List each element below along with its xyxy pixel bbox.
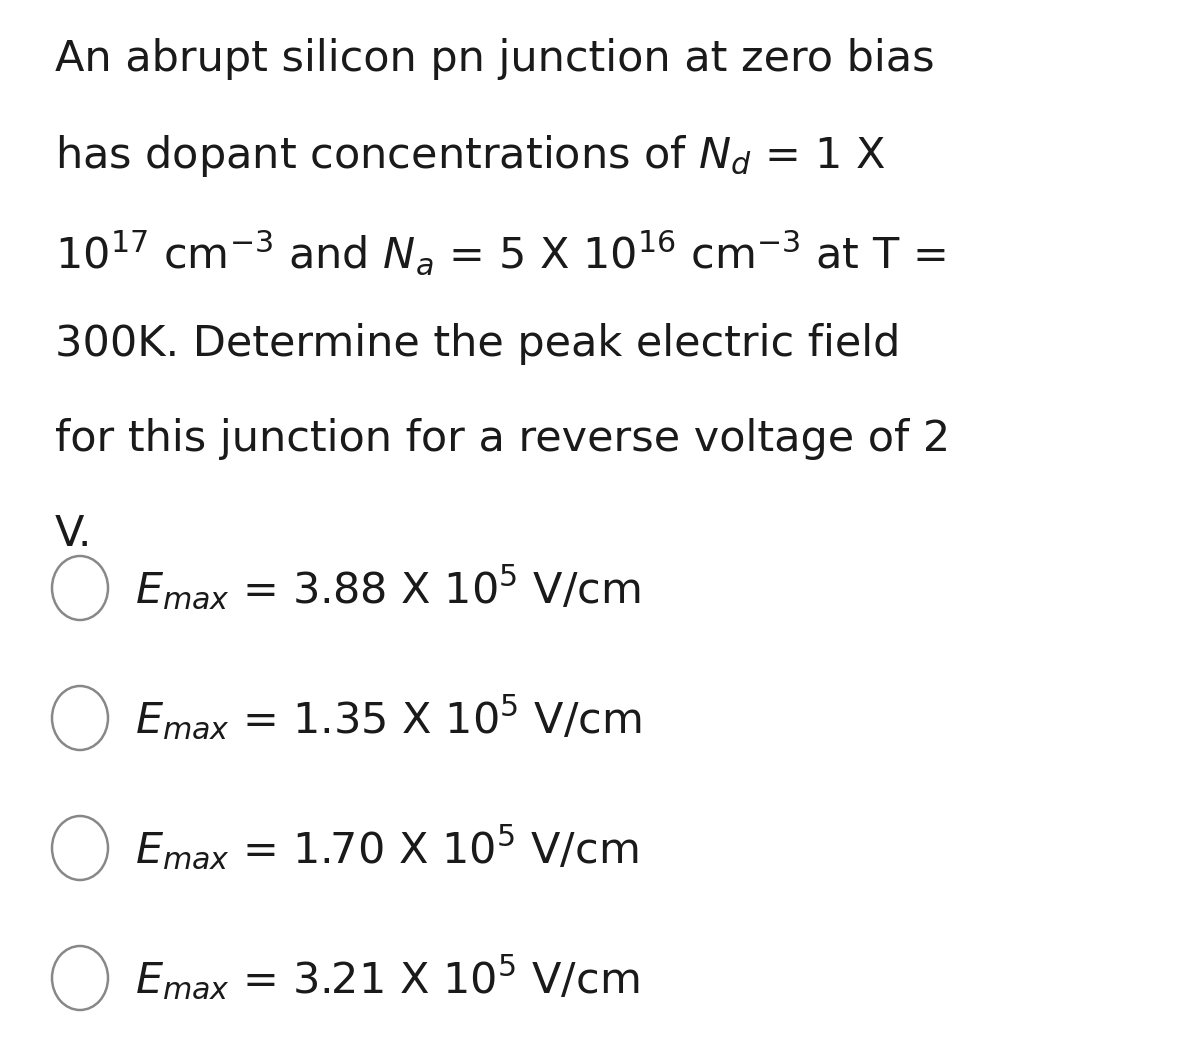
Text: An abrupt silicon pn junction at zero bias: An abrupt silicon pn junction at zero bi… [55, 38, 935, 80]
Text: $E_{max}$ = 1.35 X $10^5$ V/cm: $E_{max}$ = 1.35 X $10^5$ V/cm [134, 694, 642, 742]
Text: has dopant concentrations of $N_d$ = 1 X: has dopant concentrations of $N_d$ = 1 X [55, 133, 886, 179]
Text: $E_{max}$ = 3.21 X $10^5$ V/cm: $E_{max}$ = 3.21 X $10^5$ V/cm [134, 954, 640, 1002]
Text: $10^{17}$ $\mathregular{cm}^{-3}$ and $N_a$ = 5 X $10^{16}$ $\mathregular{cm}^{-: $10^{17}$ $\mathregular{cm}^{-3}$ and $N… [55, 228, 946, 277]
Text: for this junction for a reverse voltage of 2: for this junction for a reverse voltage … [55, 418, 950, 460]
Text: $E_{max}$ = 3.88 X $10^5$ V/cm: $E_{max}$ = 3.88 X $10^5$ V/cm [134, 564, 641, 612]
Text: $E_{max}$ = 1.70 X $10^5$ V/cm: $E_{max}$ = 1.70 X $10^5$ V/cm [134, 823, 638, 873]
Text: V.: V. [55, 513, 92, 555]
Text: 300K. Determine the peak electric field: 300K. Determine the peak electric field [55, 323, 900, 365]
